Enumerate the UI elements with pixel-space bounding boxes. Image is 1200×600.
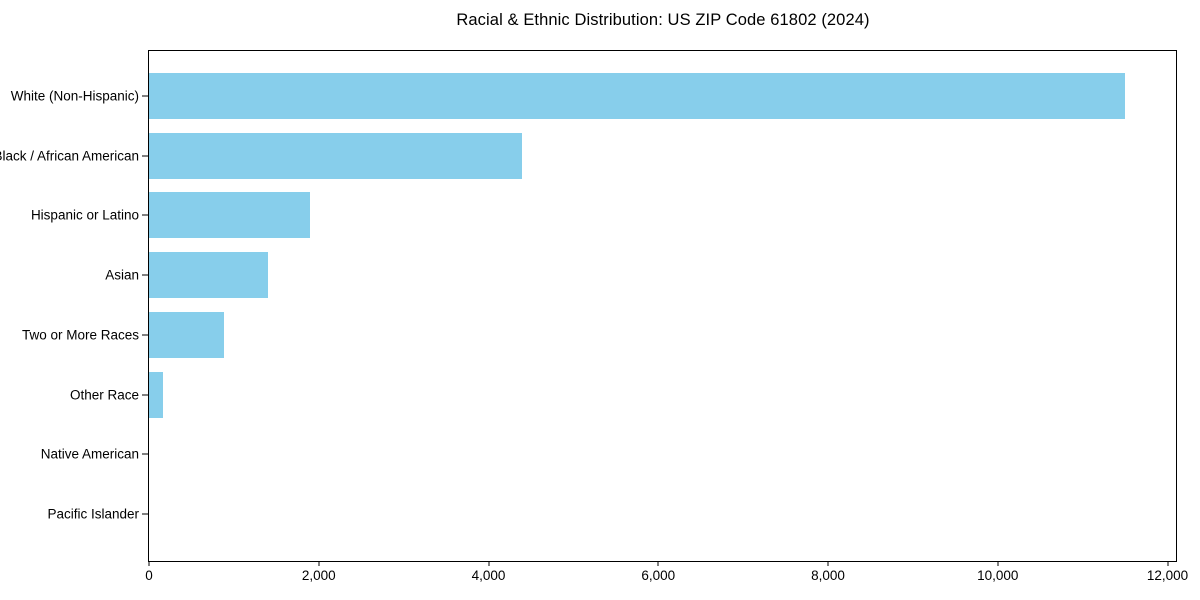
bars-container: White (Non-Hispanic) Black / African Amer… [0,51,1176,561]
x-tick [318,561,320,566]
y-tick [142,394,148,396]
y-axis-label: Hispanic or Latino [30,207,139,223]
bar [149,72,1126,119]
bar-row: Pacific Islander [47,484,1176,544]
x-tick [657,561,659,566]
y-axis-label: Other Race [69,386,139,402]
chart-title: Racial & Ethnic Distribution: US ZIP Cod… [456,11,870,29]
x-tick-label: 10,000 [977,568,1019,583]
x-tick-label: 0 [145,568,153,583]
y-tick [142,214,148,216]
y-axis-label: Pacific Islander [47,506,139,522]
bar-row: Asian [105,245,1176,305]
bar-row: Native American [41,425,1176,485]
bar-row: Black / African American [0,126,1176,186]
y-tick [142,513,148,515]
x-tick [148,561,150,566]
x-tick-label: 8,000 [811,568,845,583]
y-axis-label: Black / African American [0,147,139,163]
y-tick [142,274,148,276]
x-tick-label: 2,000 [301,568,336,583]
bar-row: Other Race [70,365,1176,425]
plot-area: White (Non-Hispanic) Black / African Amer… [0,50,1188,582]
x-tick-label: 4,000 [471,568,506,583]
bar-row: Hispanic or Latino [31,186,1176,246]
x-tick [488,561,489,566]
bar [149,371,164,418]
y-axis-label: Asian [105,267,139,283]
bar [149,132,523,179]
bar [149,252,268,299]
y-axis-label: White (Non-Hispanic) [10,88,139,104]
bar-row: White (Non-Hispanic) [11,66,1176,126]
x-tick [1167,561,1168,566]
y-tick [142,95,148,97]
x-tick [827,561,829,566]
x-tick-label: 6,000 [641,568,676,583]
y-tick [142,334,148,336]
bar [149,311,224,358]
y-tick [142,453,148,455]
bar [149,192,311,239]
x-tick-label: 12,000 [1146,568,1189,583]
y-axis-label: Native American [40,446,139,462]
y-tick [142,155,148,157]
y-axis-label: Two or More Races [21,327,139,343]
x-tick [997,561,999,566]
bar-row: Two or More Races [22,305,1176,365]
